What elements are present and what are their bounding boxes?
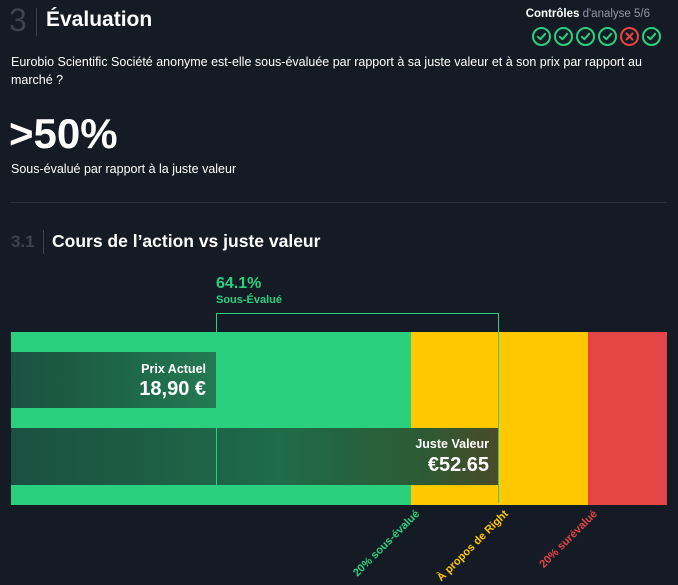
check-pass-icon: [598, 27, 617, 46]
checks-label-strong: Contrôles: [525, 8, 580, 20]
fair-value-bar: [11, 428, 499, 485]
headline-value: >50%: [9, 110, 118, 157]
discount-label: Sous-Évalué: [216, 294, 283, 306]
check-fail-icon: [620, 27, 639, 46]
subsection-number: 3.1: [11, 232, 35, 251]
divider: [11, 202, 667, 203]
section-divider: [36, 8, 37, 36]
check-pass-icon: [554, 27, 573, 46]
zone-label-overvalued: 20% surévalué: [536, 508, 600, 571]
headline-description: Sous-évalué par rapport à la juste valeu…: [11, 162, 237, 176]
checks-row: [532, 27, 661, 46]
check-pass-icon: [576, 27, 595, 46]
section-title: Évaluation: [46, 8, 153, 31]
checks-label-muted: d'analyse 5/6: [582, 8, 650, 20]
fair-value-value: €52.65: [427, 454, 489, 476]
discount-percent: 64.1%: [216, 275, 262, 292]
check-pass-icon: [532, 27, 551, 46]
checks-label: Contrôles d'analyse 5/6: [526, 7, 650, 21]
zone-label-about-right: À propos de Right: [434, 508, 511, 584]
fair-value-label: Juste Valeur: [415, 437, 489, 451]
subsection-title: Cours de l’action vs juste valeur: [52, 231, 321, 251]
subsection-divider: [43, 230, 44, 254]
current-price-label: Prix Actuel: [141, 362, 206, 376]
check-pass-icon: [642, 27, 661, 46]
current-price-value: 18,90 €: [139, 378, 206, 400]
overvalued-zone: [588, 332, 667, 505]
current-price-bar: [11, 352, 216, 408]
valuation-question: Eurobio Scientific Société anonyme est-e…: [11, 55, 642, 87]
section-number: 3: [9, 2, 27, 38]
zone-label-undervalued: 20% sous-évalué: [351, 508, 423, 580]
